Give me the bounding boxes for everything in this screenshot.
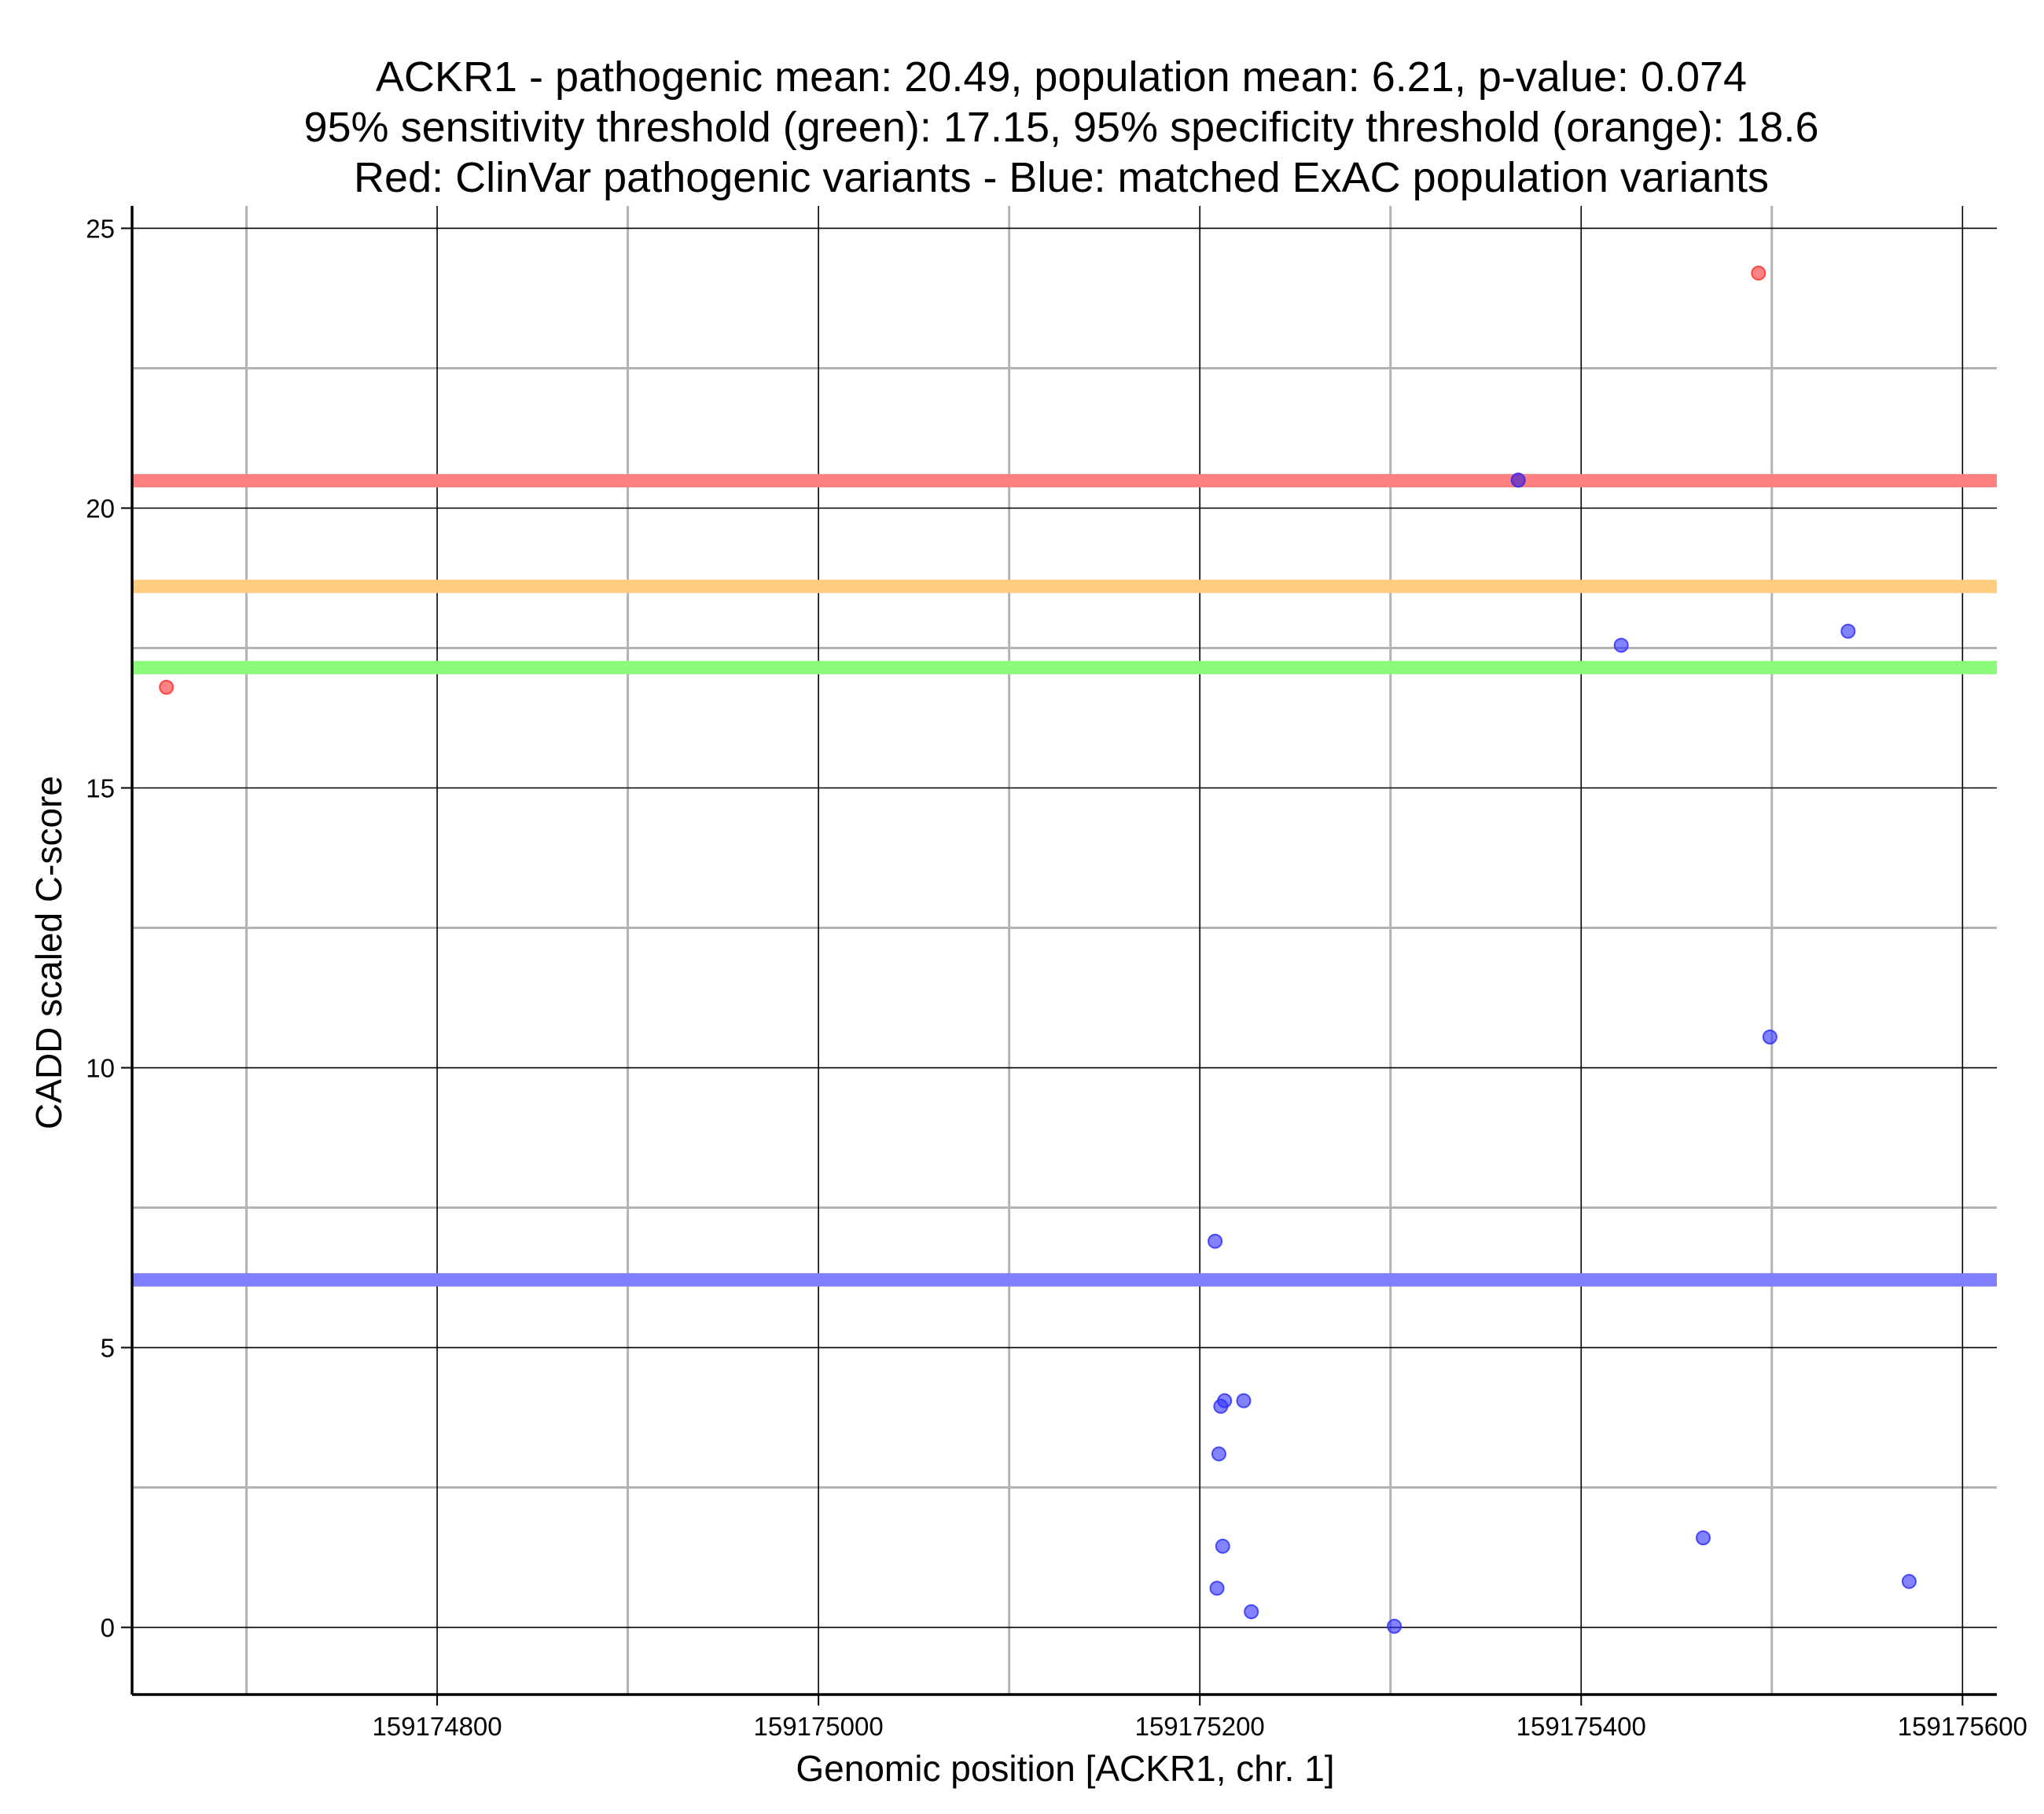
y-tick-label: 10 xyxy=(86,1054,115,1083)
chart-title: ACKR1 - pathogenic mean: 20.49, populati… xyxy=(303,53,1818,201)
series-1-point xyxy=(1613,637,1629,653)
series-1-point xyxy=(1211,1446,1226,1462)
x-tick-label: 159175000 xyxy=(754,1712,884,1741)
title-line-2: 95% sensitivity threshold (green): 17.15… xyxy=(303,104,1818,151)
data-points xyxy=(159,265,1917,1634)
x-axis-ticks: 159174800 159175000 159175200 159175400 1591… xyxy=(372,1695,2027,1741)
x-tick-label: 159175200 xyxy=(1135,1712,1265,1741)
reference-lines xyxy=(132,474,1997,1287)
y-tick-label: 0 xyxy=(101,1614,115,1643)
series-1-point xyxy=(1213,1398,1229,1414)
y-tick-label: 25 xyxy=(86,214,115,243)
x-tick-label: 159175600 xyxy=(1898,1712,2027,1741)
series-1-point xyxy=(1209,1581,1225,1596)
series-0-point xyxy=(1751,265,1766,281)
y-axis-ticks: 0 5 10 15 20 25 xyxy=(86,214,132,1643)
y-tick-label: 5 xyxy=(101,1334,115,1363)
x-axis-label: Genomic position [ACKR1, chr. 1] xyxy=(796,1748,1334,1789)
major-gridlines xyxy=(132,206,1997,1695)
series-1-point xyxy=(1236,1393,1252,1408)
series-1-point xyxy=(1695,1530,1711,1546)
title-line-1: ACKR1 - pathogenic mean: 20.49, populati… xyxy=(376,53,1747,101)
y-axis-label: CADD scaled C-score xyxy=(28,776,69,1129)
y-tick-label: 20 xyxy=(86,494,115,523)
series-1-point xyxy=(1215,1538,1230,1554)
series-1-point xyxy=(1901,1573,1917,1589)
series-1-point xyxy=(1762,1029,1777,1045)
axes xyxy=(131,206,1997,1696)
minor-gridlines xyxy=(132,206,1997,1695)
series-1-point xyxy=(1840,623,1856,639)
title-line-3: Red: ClinVar pathogenic variants - Blue:… xyxy=(354,154,1769,201)
series-1-point xyxy=(1244,1604,1259,1620)
x-tick-label: 159175400 xyxy=(1516,1712,1646,1741)
series-1-point xyxy=(1387,1618,1402,1634)
series-1-point xyxy=(1510,472,1526,488)
series-0-point xyxy=(159,679,175,695)
series-1-point xyxy=(1208,1233,1223,1249)
y-tick-label: 15 xyxy=(86,774,115,803)
x-tick-label: 159174800 xyxy=(372,1712,502,1741)
